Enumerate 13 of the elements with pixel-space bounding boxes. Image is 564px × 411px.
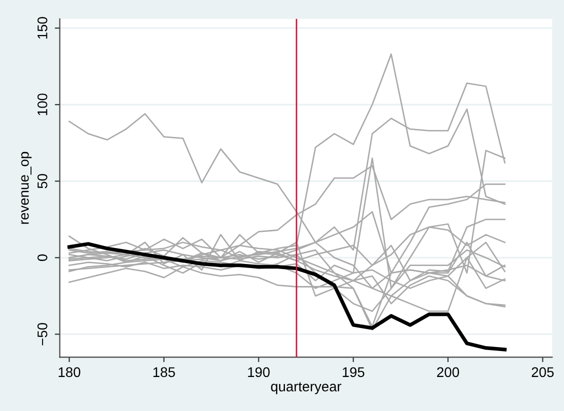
x-axis-title: quarteryear [271,382,342,394]
y-axis-title: revenue_op [21,152,32,224]
x-tick-label: 195 [342,367,364,378]
y-tick-label: 100 [37,94,48,116]
x-tick-label: 205 [532,367,554,378]
y-tick-label: 150 [37,17,48,39]
x-tick-label: 185 [153,367,175,378]
y-tick-label: 0 [37,254,48,261]
x-tick-label: 200 [437,367,460,378]
y-tick-label: −50 [37,322,48,346]
x-tick-label: 180 [58,367,80,378]
x-tick-label: 190 [248,367,270,378]
y-tick-label: 50 [37,174,48,188]
